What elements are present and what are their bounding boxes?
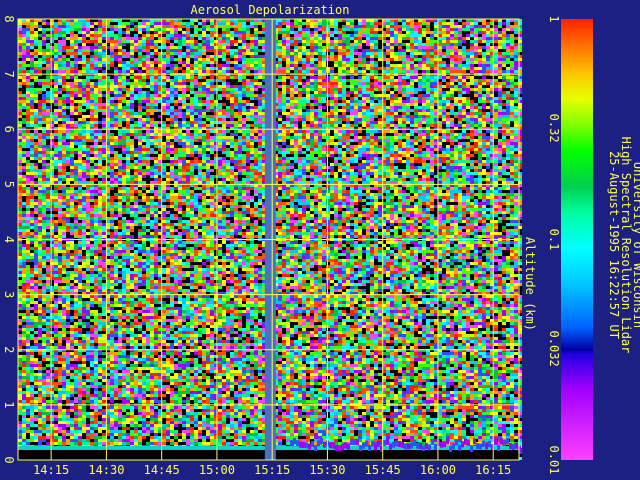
attribution-line-1: University of Wisconsin — [631, 162, 640, 328]
y-tick-label: 1 — [2, 401, 16, 408]
y-tick-label: 4 — [2, 236, 16, 243]
y-tick-label: 0 — [2, 456, 16, 463]
colorbar-tick-label: 0.01 — [547, 446, 561, 475]
x-tick-label: 15:45 — [365, 463, 401, 477]
colorbar-tick-label: 1 — [547, 15, 561, 22]
grid — [18, 18, 519, 461]
chart-title: Aerosol Depolarization — [191, 3, 350, 17]
y-tick-label: 2 — [2, 346, 16, 353]
x-axis: 14:15 14:30 14:45 15:00 15:15 15:30 15:45 16:00… — [33, 463, 511, 477]
colorbar — [561, 19, 593, 460]
y-tick-label: 6 — [2, 126, 16, 133]
y-axis-label: Altitude (km) — [523, 237, 537, 331]
y-tick-label: 5 — [2, 181, 16, 188]
y-tick-label: 7 — [2, 71, 16, 78]
x-tick-label: 15:00 — [199, 463, 235, 477]
colorbar-tick-label: 0.032 — [547, 331, 561, 367]
x-tick-label: 14:30 — [88, 463, 124, 477]
attribution-line-2: High Spectral Resolution Lidar — [619, 137, 633, 354]
x-tick-label: 15:30 — [309, 463, 345, 477]
y-tick-label: 8 — [2, 15, 16, 22]
attribution-line-3: 25-August-1995 16:22:57 UT — [607, 151, 621, 339]
colorbar-ticks: 1 0.32 0.1 0.032 0.01 — [547, 15, 561, 474]
colorbar-tick-label: 0.32 — [547, 114, 561, 143]
x-tick-label: 16:15 — [475, 463, 511, 477]
x-tick-label: 14:15 — [33, 463, 69, 477]
colorbar-tick-label: 0.1 — [547, 229, 561, 251]
plot-frame — [17, 18, 520, 461]
x-tick-label: 15:15 — [254, 463, 290, 477]
y-axis: 0 1 2 3 4 5 6 7 8 — [2, 15, 16, 463]
y-tick-label: 3 — [2, 291, 16, 298]
x-tick-label: 16:00 — [420, 463, 456, 477]
x-tick-label: 14:45 — [144, 463, 180, 477]
